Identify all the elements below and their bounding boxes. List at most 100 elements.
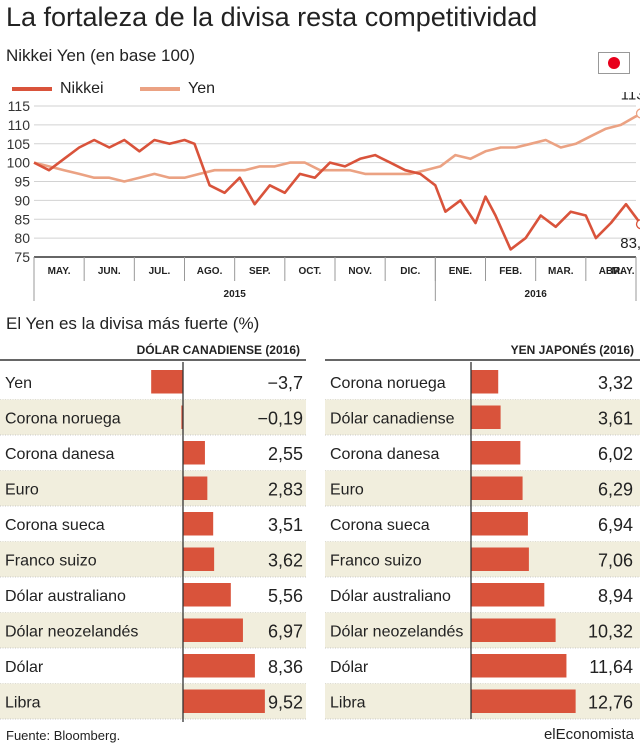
x-month-label: AGO. bbox=[197, 266, 223, 277]
value-label: 3,61 bbox=[598, 408, 633, 428]
x-month-label: FEB. bbox=[499, 266, 522, 277]
bar bbox=[183, 512, 214, 536]
category-label: Franco suizo bbox=[5, 552, 97, 569]
bar bbox=[471, 405, 501, 429]
value-label: 5,56 bbox=[268, 586, 303, 606]
value-label: 2,55 bbox=[268, 444, 303, 464]
bar bbox=[181, 405, 183, 429]
series-line-yen bbox=[33, 112, 640, 183]
category-label: Dólar bbox=[330, 659, 369, 676]
legend-swatch-nikkei bbox=[12, 87, 52, 91]
y-tick-label: 75 bbox=[14, 249, 30, 265]
y-tick-label: 90 bbox=[14, 192, 30, 208]
section-title: El Yen es la divisa más fuerte (%) bbox=[6, 314, 260, 333]
category-label: Dólar neozelandés bbox=[5, 623, 138, 640]
legend-label-nikkei: Nikkei bbox=[60, 80, 104, 97]
value-label: 2,83 bbox=[268, 479, 303, 499]
x-month-label: JUL. bbox=[149, 266, 171, 277]
category-label: Corona sueca bbox=[330, 517, 430, 534]
bar bbox=[471, 689, 576, 713]
value-label: 3,51 bbox=[268, 515, 303, 535]
x-year-label: 2015 bbox=[224, 289, 247, 300]
line-chart: 75 80 85 90 95 100 105 110 115 MAY. JUN. JUL. AGO. SE… bbox=[7, 92, 640, 301]
value-label: 3,32 bbox=[598, 373, 633, 393]
end-marker-nikkei bbox=[635, 219, 640, 230]
table-header-1: YEN JAPONÉS (2016) bbox=[511, 342, 634, 357]
table-row-stripe bbox=[0, 612, 306, 648]
bar bbox=[183, 441, 205, 465]
value-label: 6,02 bbox=[598, 444, 633, 464]
table-row-stripe bbox=[0, 541, 306, 577]
page-title: La fortaleza de la divisa resta competit… bbox=[6, 2, 538, 32]
bar bbox=[183, 689, 265, 713]
japan-flag-icon bbox=[598, 52, 630, 74]
flag-sun-dot bbox=[608, 57, 620, 69]
end-marker-yen bbox=[635, 108, 640, 119]
table-row-stripe bbox=[0, 399, 306, 435]
value-label: 8,36 bbox=[268, 657, 303, 677]
y-tick-label: 80 bbox=[14, 230, 30, 246]
bar bbox=[183, 476, 208, 500]
x-month-label: MAY. bbox=[612, 266, 635, 277]
y-tick-label: 105 bbox=[7, 136, 31, 152]
category-label: Corona danesa bbox=[330, 446, 440, 463]
value-label: 6,29 bbox=[598, 479, 633, 499]
bar bbox=[471, 441, 521, 465]
value-label: 9,52 bbox=[268, 692, 303, 712]
value-label: 3,62 bbox=[268, 550, 303, 570]
legend-swatch-yen bbox=[140, 87, 180, 91]
x-month-label: ABR. bbox=[599, 266, 624, 277]
category-label: Dólar australiano bbox=[5, 588, 126, 605]
value-label: 6,97 bbox=[268, 621, 303, 641]
table-header-0: DÓLAR CANADIENSE (2016) bbox=[137, 342, 300, 357]
x-month-label: JUN. bbox=[98, 266, 121, 277]
bar-tables: DÓLAR CANADIENSE (2016) Yen −3,7 Corona nor… bbox=[0, 342, 640, 722]
value-label: −0,19 bbox=[257, 408, 303, 428]
legend-item-nikkei: Nikkei bbox=[12, 80, 104, 98]
y-tick-label: 85 bbox=[14, 211, 30, 227]
bar bbox=[471, 583, 545, 607]
value-label: 7,06 bbox=[598, 550, 633, 570]
value-label: −3,7 bbox=[267, 373, 303, 393]
category-label: Corona noruega bbox=[5, 410, 121, 427]
y-tick-label: 95 bbox=[14, 174, 30, 190]
table-row-stripe bbox=[0, 470, 306, 506]
x-month-label: ENE. bbox=[449, 266, 473, 277]
bar bbox=[471, 547, 529, 571]
y-tick-label: 100 bbox=[7, 155, 31, 171]
chart-subtitle: Nikkei Yen (en base 100) bbox=[6, 46, 196, 65]
category-label: Libra bbox=[330, 694, 366, 711]
x-year-label: 2016 bbox=[525, 289, 548, 300]
value-label: 11,64 bbox=[589, 657, 633, 677]
annotation-nikkei-value: 83,69 bbox=[620, 235, 640, 252]
legend-item-yen: Yen bbox=[140, 80, 215, 98]
bar bbox=[183, 547, 215, 571]
value-label: 12,76 bbox=[588, 692, 633, 712]
value-label: 8,94 bbox=[598, 586, 633, 606]
category-label: Franco suizo bbox=[330, 552, 422, 569]
category-label: Dólar canadiense bbox=[330, 410, 455, 427]
category-label: Libra bbox=[5, 694, 41, 711]
category-label: Yen bbox=[5, 375, 32, 392]
category-label: Corona sueca bbox=[5, 517, 105, 534]
bar bbox=[183, 654, 255, 678]
bar bbox=[471, 476, 523, 500]
category-label: Corona danesa bbox=[5, 446, 115, 463]
series-line-nikkei bbox=[33, 138, 640, 251]
category-label: Dólar neozelandés bbox=[330, 623, 463, 640]
legend-label-yen: Yen bbox=[188, 80, 215, 97]
bar bbox=[471, 654, 567, 678]
category-label: Dólar bbox=[5, 659, 44, 676]
brand-logo: elEconomista bbox=[543, 726, 634, 743]
bar bbox=[183, 618, 243, 642]
x-month-label: DIC. bbox=[400, 266, 420, 277]
x-month-label: OCT. bbox=[299, 266, 322, 277]
bar bbox=[471, 370, 499, 394]
category-label: Euro bbox=[5, 481, 39, 498]
category-label: Dólar australiano bbox=[330, 588, 451, 605]
bar bbox=[471, 512, 528, 536]
bar bbox=[151, 370, 183, 394]
annotation-yen-value: 113,03 bbox=[621, 92, 640, 103]
bar bbox=[471, 618, 556, 642]
x-month-label: NOV. bbox=[348, 266, 372, 277]
